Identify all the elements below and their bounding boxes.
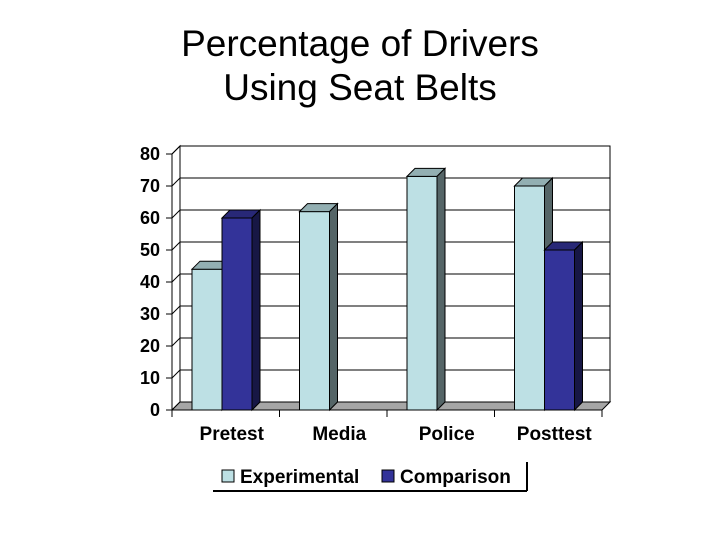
y-tick-label: 70 xyxy=(140,176,160,196)
y-tick-label: 30 xyxy=(140,304,160,324)
y-tick-label: 80 xyxy=(140,144,160,164)
y-tick-label: 0 xyxy=(150,400,160,420)
y-tick-label: 40 xyxy=(140,272,160,292)
y-tick-label: 10 xyxy=(140,368,160,388)
y-tick-label: 50 xyxy=(140,240,160,260)
legend-label-comparison: Comparison xyxy=(400,467,511,488)
bar-experimental-media xyxy=(299,211,330,411)
chart-title-line-1: Percentage of Drivers xyxy=(181,23,539,64)
bar-experimental-pretest xyxy=(191,268,223,411)
x-category-label: Media xyxy=(312,424,366,445)
bar-comparison-posttest xyxy=(544,249,575,411)
gridline-diagonal xyxy=(171,273,181,283)
gridline-diagonal xyxy=(171,305,181,315)
bar-experimental-police xyxy=(406,175,438,411)
x-category-label: Police xyxy=(419,424,475,445)
bar-side-experimental-media xyxy=(329,202,338,412)
bar-side-comparison-pretest xyxy=(251,208,261,412)
legend-box xyxy=(213,462,527,491)
legend-label-experimental: Experimental xyxy=(240,467,359,488)
x-category-label: Pretest xyxy=(200,424,265,445)
gridline-diagonal xyxy=(171,145,181,155)
bar-side-experimental-police xyxy=(436,167,446,412)
gridline-diagonal xyxy=(171,241,181,251)
chart-title-line-2: Using Seat Belts xyxy=(223,67,497,108)
chart-title: Percentage of Drivers Using Seat Belts xyxy=(0,22,720,110)
bar-comparison-pretest xyxy=(221,217,253,411)
gridline-diagonal xyxy=(171,337,181,347)
legend-swatch-comparison xyxy=(381,469,395,483)
bar-experimental-posttest xyxy=(514,185,545,411)
gridline-diagonal xyxy=(171,209,181,219)
bar-side-comparison-posttest xyxy=(574,240,583,412)
y-tick-label: 60 xyxy=(140,208,160,228)
y-tick-label: 20 xyxy=(140,336,160,356)
plot-floor xyxy=(170,401,612,411)
gridline-diagonal xyxy=(171,177,181,187)
gridline-diagonal xyxy=(171,369,181,379)
legend-swatch-experimental xyxy=(221,469,235,483)
x-category-label: Posttest xyxy=(517,424,593,445)
